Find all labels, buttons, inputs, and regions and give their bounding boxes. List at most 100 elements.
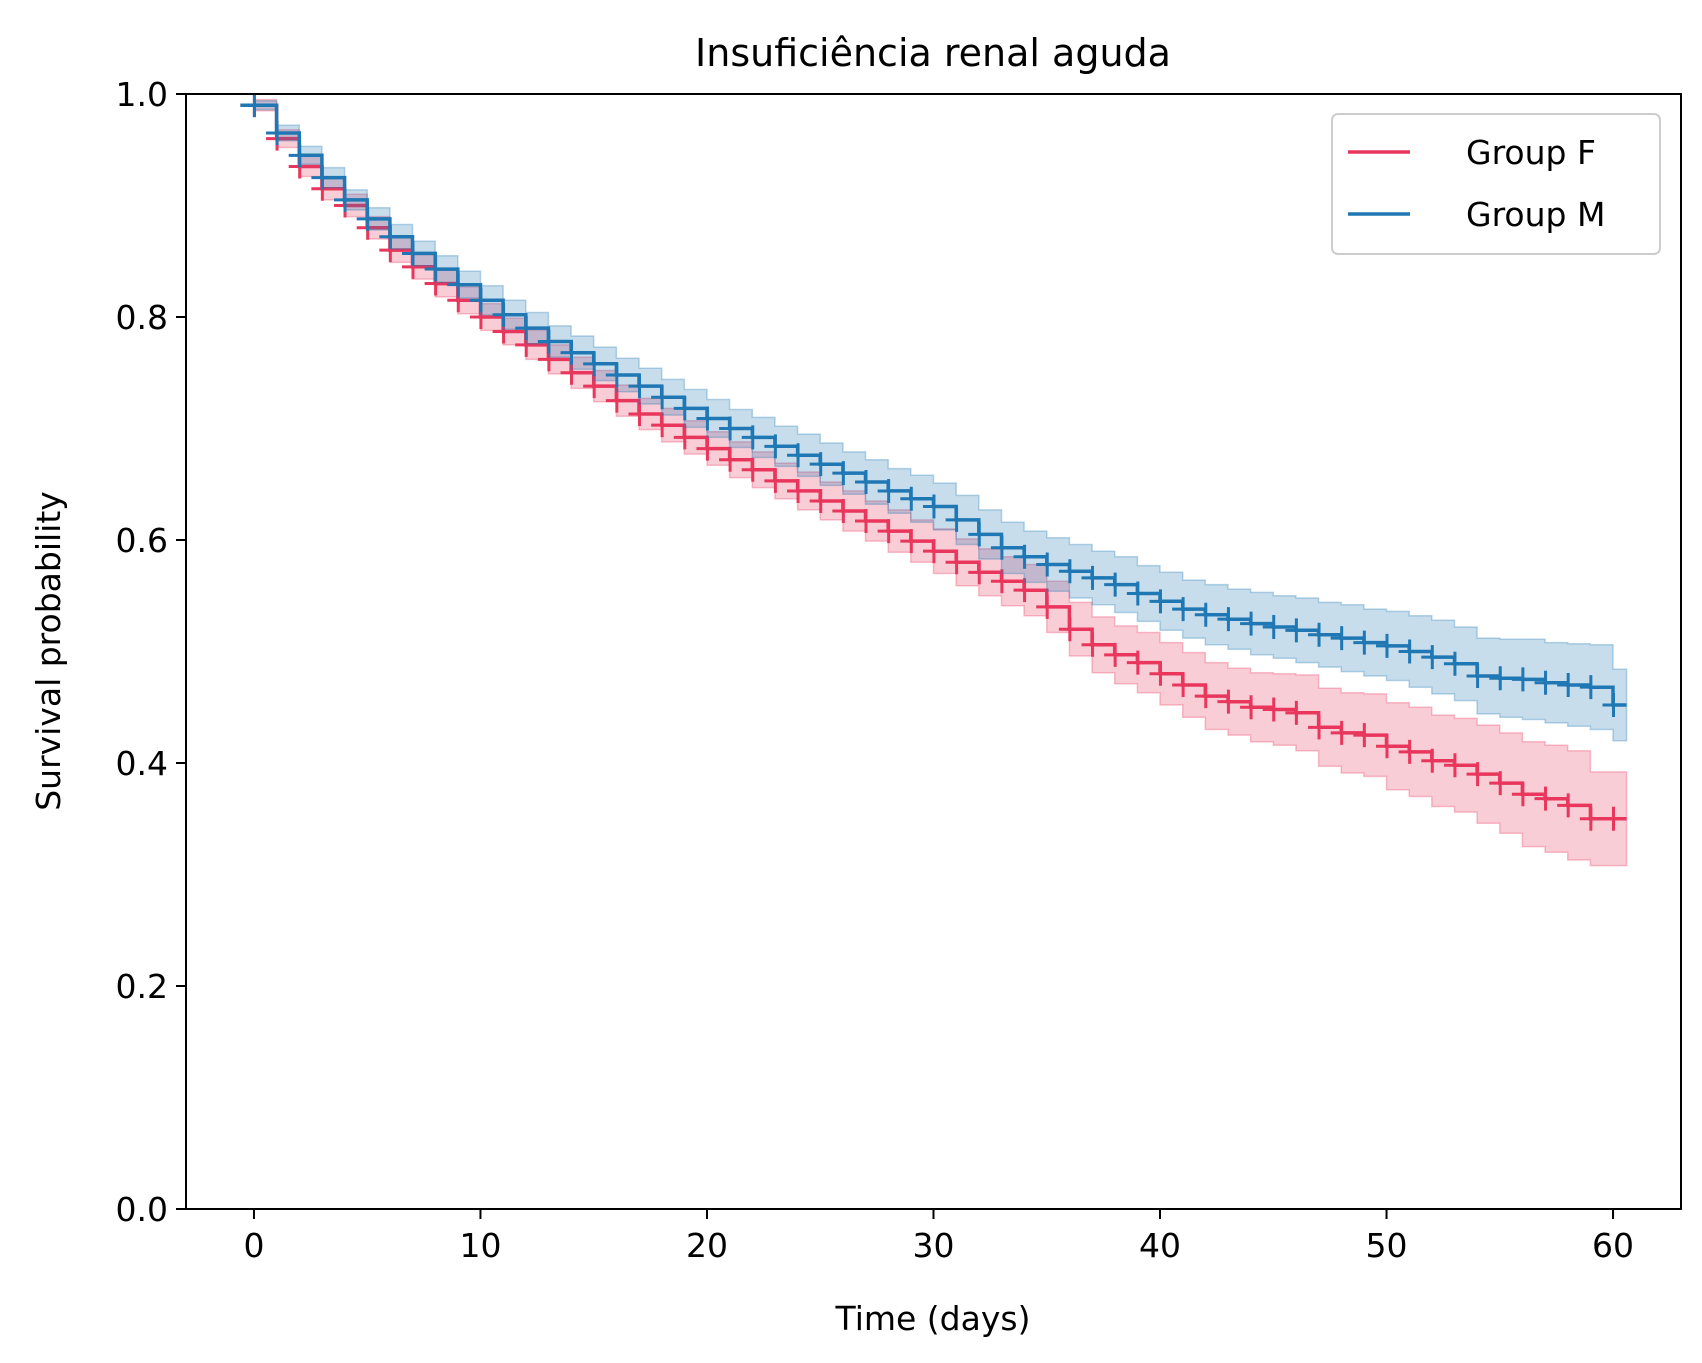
censor-mark-group-m [1149,589,1172,614]
censor-mark-group-f [1602,806,1625,831]
y-tick-label: 0.6 [116,521,168,560]
censor-mark-group-m [990,535,1013,560]
x-tick-label: 0 [243,1226,264,1265]
y-tick-label: 0.8 [116,298,168,337]
legend-label-group-f: Group F [1466,133,1596,172]
censor-mark-group-f [741,457,764,482]
censor-mark-group-f [990,569,1013,594]
censor-mark-group-m [877,478,900,503]
censor-mark-group-f [1534,786,1557,811]
censor-mark-group-m [673,396,696,421]
censor-mark-group-m [266,121,289,146]
censor-mark-group-f [583,374,606,399]
censor-mark-group-m [1398,639,1421,664]
censor-mark-group-f [877,519,900,544]
censor-mark-group-m [1104,572,1127,597]
legend-label-group-m: Group M [1466,195,1605,234]
censor-mark-group-m [1579,675,1602,700]
censor-mark-group-f [1421,748,1444,773]
x-tick-label: 30 [913,1226,955,1265]
censor-mark-group-f [1194,684,1217,709]
censor-mark-group-f [1443,753,1466,778]
censor-mark-group-m [1172,597,1195,622]
censor-mark-group-m [492,302,515,327]
censor-mark-group-m [1217,607,1240,632]
censor-mark-group-f [719,447,742,472]
censor-mark-group-f [809,488,832,513]
y-tick-label: 0.4 [116,744,168,783]
x-axis-label: Time (days) [835,1299,1031,1338]
censor-mark-group-f [1240,695,1263,720]
censor-mark-group-m [605,362,628,387]
censor-mark-group-f [696,436,719,461]
censor-mark-group-m [447,272,470,297]
censor-mark-group-m [379,224,402,249]
censor-mark-group-m [1240,611,1263,636]
censor-mark-group-m [1126,581,1149,606]
censor-mark-group-m [1557,672,1580,697]
censor-mark-group-m [1353,630,1376,655]
chart-title: Insuficiência renal aguda [695,31,1171,75]
censor-mark-group-m [1036,552,1059,577]
censor-mark-group-m [809,452,832,477]
censor-mark-group-m [1511,667,1534,692]
censor-mark-group-f [673,425,696,450]
censor-mark-group-m [1058,559,1081,584]
censor-mark-group-f [945,550,968,575]
censor-mark-group-f [1013,578,1036,603]
censor-mark-group-f [1036,594,1059,619]
censor-mark-group-m [537,329,560,354]
censor-mark-group-f [651,413,674,438]
censor-mark-group-m [469,288,492,313]
censor-mark-group-m [1489,666,1512,691]
censor-mark-group-f [560,360,583,385]
censor-mark-group-f [900,529,923,554]
censor-mark-group-m [1308,622,1331,647]
y-axis-label: Survival probability [29,491,68,811]
censor-mark-group-m [311,165,334,190]
censor-mark-group-f [1262,697,1285,722]
censor-mark-group-m [696,406,719,431]
censor-mark-group-f [1285,700,1308,725]
censor-mark-group-m [1013,544,1036,569]
y-tick-label: 0.2 [116,967,168,1006]
censor-mark-group-m [334,187,357,212]
censor-mark-group-f [832,499,855,524]
censor-mark-group-m [628,374,651,399]
x-tick-label: 50 [1366,1226,1408,1265]
censor-mark-group-f [628,402,651,427]
series-group-m [240,93,1628,742]
censor-mark-group-f [1126,650,1149,675]
censor-mark-group-f [1308,715,1331,740]
censor-mark-group-m [1534,670,1557,695]
censor-mark-group-f [1081,632,1104,657]
x-tick-label: 10 [459,1226,501,1265]
censor-mark-group-m [515,316,538,341]
censor-mark-group-m [900,486,923,511]
y-axis: 0.0 0.2 0.4 0.6 0.8 1.0 [116,75,186,1229]
censor-mark-group-f [1398,739,1421,764]
censor-mark-group-m [356,206,379,231]
censor-mark-group-m [651,385,674,410]
censor-mark-group-f [1557,793,1580,818]
y-tick-label: 1.0 [116,75,168,114]
censor-mark-group-m [1081,565,1104,590]
censor-mark-group-f [1217,689,1240,714]
censor-mark-group-m [832,461,855,486]
censor-mark-group-m [1466,664,1489,689]
censor-mark-group-f [922,539,945,564]
censor-mark-group-m [1285,618,1308,643]
censor-mark-group-f [1172,672,1195,697]
censor-mark-group-m [401,241,424,266]
censor-mark-group-f [1353,723,1376,748]
censor-mark-group-f [787,478,810,503]
censor-mark-group-f [1330,720,1353,745]
censor-mark-group-f [968,560,991,585]
censor-mark-group-m [945,507,968,532]
censor-mark-group-m [1194,602,1217,627]
censor-mark-group-f [1149,661,1172,686]
censor-mark-group-m [583,351,606,376]
legend-box [1331,113,1661,255]
censor-mark-group-m [854,470,877,495]
censor-mark-group-m [1375,633,1398,658]
